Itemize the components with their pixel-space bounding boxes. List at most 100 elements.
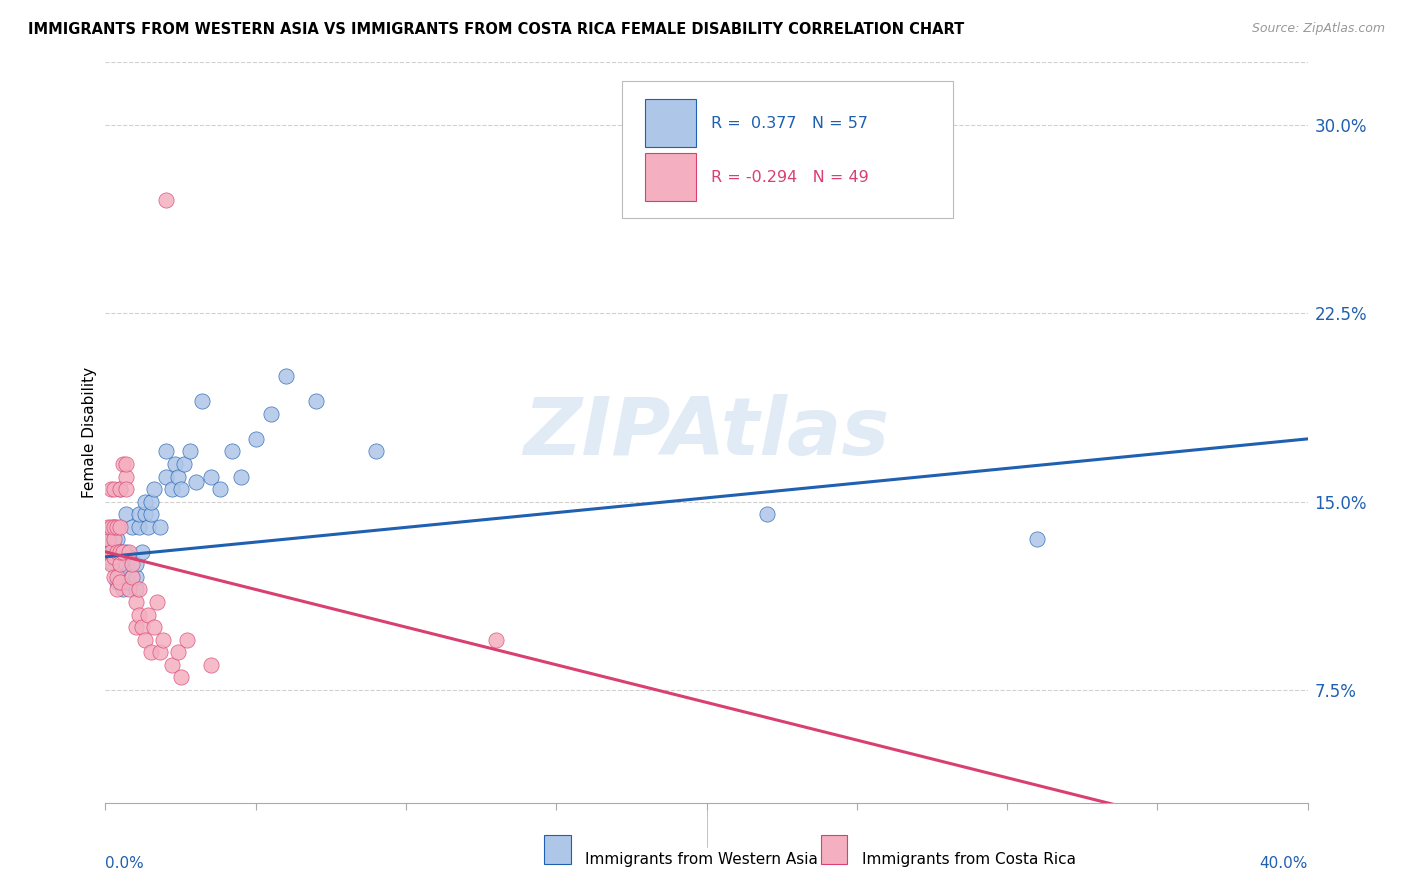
Point xyxy=(208,482,231,496)
Point xyxy=(136,607,159,622)
Point xyxy=(152,632,174,647)
Point xyxy=(124,620,146,634)
Point xyxy=(169,670,191,684)
Point xyxy=(142,620,165,634)
Point xyxy=(128,582,150,597)
Point xyxy=(115,457,138,471)
Point xyxy=(115,507,138,521)
Point xyxy=(134,632,156,647)
Point xyxy=(107,582,129,597)
Text: Source: ZipAtlas.com: Source: ZipAtlas.com xyxy=(1251,22,1385,36)
Point xyxy=(131,545,153,559)
Point xyxy=(136,520,159,534)
Point xyxy=(160,657,183,672)
Point xyxy=(103,549,125,564)
Point xyxy=(115,469,138,483)
Point xyxy=(131,620,153,634)
Point xyxy=(110,520,132,534)
Point xyxy=(110,558,132,572)
Point xyxy=(97,533,120,547)
Point xyxy=(155,194,177,208)
Point xyxy=(100,558,122,572)
Point xyxy=(166,469,188,483)
Point xyxy=(145,595,167,609)
Point xyxy=(139,645,162,659)
Point xyxy=(274,369,297,384)
Point xyxy=(100,482,122,496)
Point xyxy=(139,507,162,521)
Point xyxy=(107,570,129,584)
Point xyxy=(103,520,125,534)
Point xyxy=(166,645,188,659)
Point xyxy=(200,469,222,483)
Point xyxy=(155,444,177,458)
Point xyxy=(173,457,195,471)
Point xyxy=(485,632,508,647)
Point xyxy=(200,657,222,672)
Point xyxy=(118,574,141,589)
Point xyxy=(103,520,125,534)
Point xyxy=(245,432,267,446)
Point xyxy=(148,645,170,659)
Text: Immigrants from Western Asia: Immigrants from Western Asia xyxy=(585,853,818,867)
Point xyxy=(176,632,198,647)
Point xyxy=(163,457,186,471)
Bar xyxy=(821,836,848,863)
Point xyxy=(124,570,146,584)
Point xyxy=(118,545,141,559)
Point xyxy=(121,570,143,584)
Point xyxy=(110,545,132,559)
Point xyxy=(112,545,135,559)
Text: 40.0%: 40.0% xyxy=(1260,856,1308,871)
Point xyxy=(110,482,132,496)
Point xyxy=(107,545,129,559)
Point xyxy=(103,570,125,584)
FancyBboxPatch shape xyxy=(623,81,953,218)
Point xyxy=(97,549,120,564)
Point xyxy=(124,582,146,597)
Text: Immigrants from Costa Rica: Immigrants from Costa Rica xyxy=(862,853,1076,867)
Point xyxy=(128,520,150,534)
Point xyxy=(115,558,138,572)
Point xyxy=(100,555,122,569)
Point xyxy=(229,469,252,483)
Point xyxy=(184,475,207,489)
Bar xyxy=(645,99,696,147)
Point xyxy=(190,394,212,409)
Point xyxy=(103,540,125,554)
Y-axis label: Female Disability: Female Disability xyxy=(82,367,97,499)
Point xyxy=(107,533,129,547)
Point xyxy=(115,482,138,496)
Point xyxy=(110,570,132,584)
Bar xyxy=(645,153,696,202)
Point xyxy=(110,482,132,496)
Point xyxy=(100,545,122,559)
Point xyxy=(124,558,146,572)
Point xyxy=(107,520,129,534)
Point xyxy=(221,444,243,458)
Point xyxy=(118,565,141,579)
Point xyxy=(121,570,143,584)
Point xyxy=(128,507,150,521)
Point xyxy=(364,444,387,458)
Point xyxy=(103,545,125,559)
Point xyxy=(1026,533,1049,547)
Point xyxy=(148,520,170,534)
Point xyxy=(134,507,156,521)
Point xyxy=(160,482,183,496)
Point xyxy=(260,407,283,421)
Point xyxy=(305,394,328,409)
Point xyxy=(112,457,135,471)
Point xyxy=(118,549,141,564)
Point xyxy=(134,494,156,508)
Text: R =  0.377   N = 57: R = 0.377 N = 57 xyxy=(711,116,869,130)
Text: 0.0%: 0.0% xyxy=(105,856,145,871)
Point xyxy=(97,520,120,534)
Text: R = -0.294   N = 49: R = -0.294 N = 49 xyxy=(711,169,869,185)
Point xyxy=(169,482,191,496)
Point xyxy=(112,570,135,584)
Point xyxy=(121,558,143,572)
Point xyxy=(97,533,120,547)
Point xyxy=(115,545,138,559)
Text: ZIPAtlas: ZIPAtlas xyxy=(523,393,890,472)
